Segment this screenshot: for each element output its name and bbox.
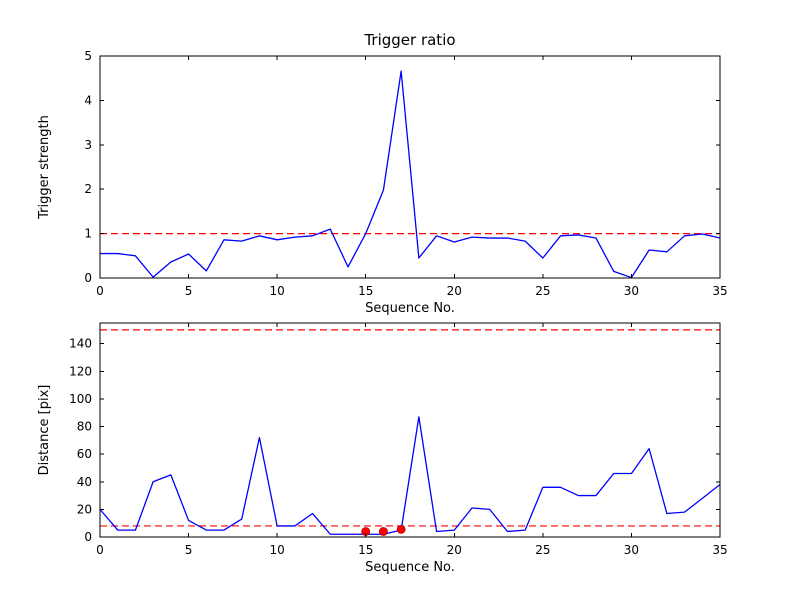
y-tick-label: 80 [77, 420, 92, 434]
x-tick-label: 5 [185, 543, 193, 557]
y-tick-label: 100 [69, 392, 92, 406]
x-tick-label: 30 [624, 543, 639, 557]
x-tick-label: 10 [270, 284, 285, 298]
x-tick-label: 30 [624, 284, 639, 298]
y-tick-label: 3 [84, 138, 92, 152]
y-tick-label: 1 [84, 227, 92, 241]
distance-line [99, 416, 721, 535]
y-tick-label: 140 [69, 337, 92, 351]
y-tick-label: 60 [77, 447, 92, 461]
y-tick-label: 0 [84, 271, 92, 285]
y-axis-label: Trigger strength [37, 115, 52, 220]
x-tick-label: 0 [96, 543, 104, 557]
y-axis-label: Distance [pix] [37, 385, 52, 476]
y-tick-label: 4 [84, 93, 92, 107]
y-tick-label: 5 [84, 49, 92, 63]
x-tick-label: 35 [712, 543, 727, 557]
x-tick-label: 0 [96, 284, 104, 298]
trigger-event-marker [396, 525, 406, 534]
x-tick-label: 10 [270, 543, 285, 557]
x-axis-label: Sequence No. [365, 560, 455, 575]
x-tick-label: 15 [358, 284, 373, 298]
trigger-strength-line [100, 70, 721, 279]
y-tick-label: 2 [84, 182, 92, 196]
y-tick-label: 40 [77, 475, 92, 489]
x-tick-label: 25 [535, 284, 550, 298]
x-tick-label: 35 [712, 284, 727, 298]
x-tick-label: 5 [185, 284, 193, 298]
x-tick-label: 20 [447, 284, 462, 298]
y-tick-label: 0 [84, 530, 92, 544]
x-tick-label: 25 [535, 543, 550, 557]
chart-title: Trigger ratio [363, 31, 455, 49]
x-tick-label: 20 [447, 543, 462, 557]
y-tick-label: 120 [69, 364, 92, 378]
trigger-event-marker [379, 527, 388, 536]
axes-frame [99, 322, 721, 538]
x-tick-label: 15 [358, 543, 373, 557]
y-tick-label: 20 [77, 502, 92, 516]
x-axis-label: Sequence No. [365, 301, 455, 316]
axes-frame [99, 55, 721, 279]
